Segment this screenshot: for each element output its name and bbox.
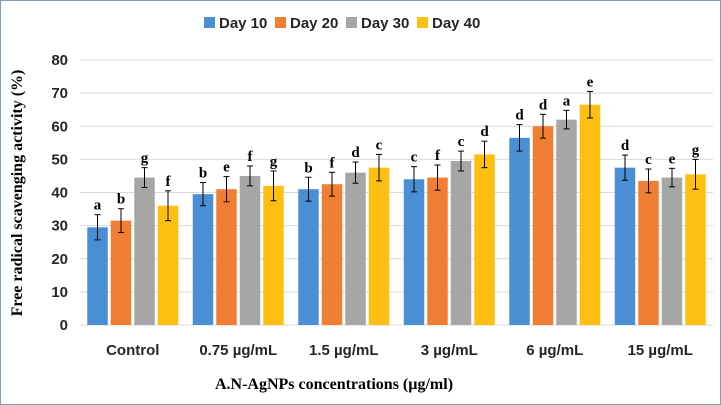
significance-letter: f <box>330 155 336 171</box>
significance-letter: e <box>587 74 594 90</box>
bar-day-10 <box>192 194 214 325</box>
bar-day-40 <box>474 154 495 325</box>
bar-day-30 <box>134 177 155 325</box>
bar-day-30 <box>239 175 261 325</box>
legend-swatch <box>346 17 357 28</box>
bar-day-20 <box>427 177 448 325</box>
significance-letter: b <box>199 166 207 182</box>
bar-day-30 <box>450 161 472 325</box>
y-tick-label: 30 <box>51 218 68 235</box>
legend-label: Day 10 <box>219 15 267 32</box>
x-axis-title: A.N-AgNPs concentrations (µg/ml) <box>215 376 453 393</box>
significance-letter: d <box>480 124 489 140</box>
bar-day-20 <box>638 180 659 325</box>
y-tick-label: 40 <box>51 185 68 202</box>
significance-letter: a <box>563 93 571 109</box>
significance-letter: d <box>351 145 360 161</box>
bar-day-10 <box>87 227 108 325</box>
significance-letter: c <box>458 134 465 150</box>
significance-letter: f <box>166 174 172 190</box>
bar-day-20 <box>532 126 554 325</box>
significance-letter: c <box>376 137 383 153</box>
legend: Day 10 Day 20 Day 30 Day 40 <box>204 15 480 32</box>
gridlines <box>80 59 713 326</box>
y-tick-label: 60 <box>51 118 68 135</box>
legend-label: Day 40 <box>432 15 480 32</box>
significance-letter: f <box>248 149 254 165</box>
y-tick-label: 20 <box>51 251 68 268</box>
y-tick-label: 50 <box>51 151 68 168</box>
legend-label: Day 30 <box>361 15 409 32</box>
significance-letter: c <box>645 152 652 168</box>
y-axis-ticks: 0 10 20 30 40 50 60 70 80 <box>51 52 68 334</box>
bar-day-30 <box>556 119 577 325</box>
bar-day-30 <box>345 172 366 325</box>
significance-letter: d <box>621 138 630 154</box>
bar-day-40 <box>263 185 284 325</box>
bar-day-20 <box>110 220 132 325</box>
bar-day-40 <box>368 167 390 325</box>
significance-letter: e <box>669 151 676 167</box>
significance-letter: f <box>435 148 441 164</box>
bar-day-40 <box>685 174 706 325</box>
bar-day-10 <box>298 189 319 325</box>
y-tick-label: 80 <box>51 52 68 69</box>
significance-letter: d <box>539 97 548 113</box>
y-tick-label: 70 <box>51 85 68 102</box>
bar-day-30 <box>661 177 683 325</box>
significance-letter: g <box>141 151 149 167</box>
bars <box>87 104 706 325</box>
bar-day-20 <box>321 184 343 325</box>
legend-swatch <box>417 17 428 28</box>
y-axis-title: Free radical scavenging activity (%) <box>9 70 26 317</box>
significance-letter: g <box>692 142 700 158</box>
bar-day-40 <box>579 104 601 325</box>
bar-day-10 <box>403 179 425 325</box>
x-tick-label: 15 µg/mL <box>628 342 693 359</box>
x-tick-label: 0.75 µg/mL <box>199 342 277 359</box>
legend-swatch <box>204 17 215 28</box>
significance-letter: e <box>223 160 230 176</box>
x-tick-label: Control <box>106 342 159 359</box>
bar-day-10 <box>509 137 530 325</box>
x-tick-label: 6 µg/mL <box>526 342 583 359</box>
x-tick-label: 1.5 µg/mL <box>309 342 379 359</box>
bar-day-10 <box>614 167 636 325</box>
x-tick-label: 3 µg/mL <box>421 342 478 359</box>
bar-day-40 <box>157 205 179 325</box>
significance-letter: a <box>94 198 102 214</box>
bar-day-20 <box>216 189 237 325</box>
significance-letter: d <box>515 108 524 124</box>
y-tick-label: 0 <box>60 317 68 334</box>
x-axis-ticks: Control 0.75 µg/mL 1.5 µg/mL 3 µg/mL 6 µg/mL… <box>106 342 693 359</box>
y-tick-label: 10 <box>51 284 68 301</box>
error-bars <box>94 90 699 241</box>
significance-letter: b <box>304 160 312 176</box>
legend-label: Day 20 <box>290 15 338 32</box>
significance-letter: c <box>411 150 418 166</box>
significance-letter: b <box>117 192 125 208</box>
legend-swatch <box>275 17 286 28</box>
significance-letter: g <box>270 154 278 170</box>
